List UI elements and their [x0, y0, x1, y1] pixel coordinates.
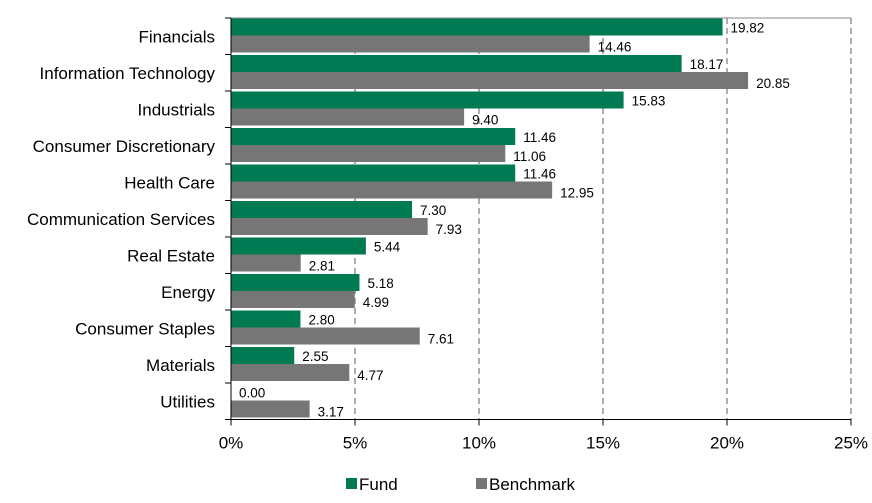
data-label-fund: 19.82: [731, 21, 765, 36]
data-label-benchmark: 14.46: [598, 40, 632, 55]
category-label: Materials: [146, 356, 215, 375]
bars: [231, 18, 749, 418]
data-label-fund: 0.00: [239, 386, 265, 401]
data-label-fund: 2.80: [308, 313, 334, 328]
bar-benchmark: [231, 364, 350, 381]
category-label: Industrials: [138, 100, 215, 119]
legend-item-benchmark: Benchmark: [476, 475, 575, 494]
bar-benchmark: [231, 108, 465, 126]
category-label: Real Estate: [127, 246, 215, 265]
data-label-fund: 18.17: [690, 57, 724, 72]
data-label-benchmark: 3.17: [318, 405, 344, 420]
data-label-benchmark: 4.77: [357, 368, 383, 383]
bar-fund: [231, 18, 723, 36]
data-label-benchmark: 4.99: [363, 295, 389, 310]
data-label-fund: 11.46: [523, 167, 556, 182]
legend-item-fund: Fund: [346, 475, 398, 494]
bar-fund: [231, 347, 295, 364]
data-label-benchmark: 7.93: [436, 222, 462, 237]
legend: Fund Benchmark: [346, 475, 575, 494]
bar-fund: [231, 91, 624, 109]
bar-benchmark: [231, 35, 590, 53]
category-label: Information Technology: [40, 64, 216, 83]
bar-benchmark: [231, 327, 420, 345]
x-tick-label: 15%: [586, 434, 620, 453]
data-label-benchmark: 11.06: [513, 149, 546, 164]
bar-fund: [231, 128, 516, 145]
bar-benchmark: [231, 254, 301, 272]
bar-benchmark: [231, 181, 553, 199]
category-label: Utilities: [160, 392, 215, 411]
data-label-fund: 5.44: [374, 240, 401, 255]
bar-fund: [231, 310, 301, 328]
category-label: Health Care: [124, 173, 215, 192]
bar-benchmark: [231, 400, 310, 418]
bar-fund: [231, 237, 366, 255]
data-label-fund: 5.18: [367, 276, 393, 291]
axes: 0% 5% 10% 15% 20% 25% Financials Information Te…: [27, 17, 868, 453]
bar-benchmark: [231, 72, 749, 89]
bar-benchmark: [231, 291, 355, 308]
bar-benchmark: [231, 218, 428, 235]
bar-benchmark: [231, 145, 506, 162]
gridlines: [231, 17, 852, 420]
data-label-benchmark: 2.81: [309, 259, 335, 274]
category-label: Financials: [138, 27, 215, 46]
x-tick-label: 10%: [462, 434, 496, 453]
legend-label: Benchmark: [489, 475, 575, 494]
category-label: Consumer Discretionary: [33, 137, 216, 156]
bar-fund: [231, 164, 516, 182]
data-label-fund: 11.46: [523, 130, 556, 145]
legend-swatch: [346, 478, 357, 489]
category-label: Communication Services: [27, 210, 215, 229]
x-tick-label: 25%: [834, 434, 868, 453]
legend-swatch: [476, 478, 487, 489]
bar-fund: [231, 55, 682, 72]
data-label-benchmark: 7.61: [428, 332, 454, 347]
data-label-benchmark: 12.95: [560, 186, 594, 201]
bar-fund: [231, 274, 360, 291]
data-label-benchmark: 20.85: [756, 76, 790, 91]
data-label-fund: 7.30: [420, 203, 446, 218]
data-labels: 19.82 14.46 18.17 20.85 15.83 9.40 11.46 11.06 1…: [239, 21, 790, 420]
legend-label: Fund: [359, 475, 398, 494]
category-label: Energy: [161, 283, 215, 302]
bar-fund: [231, 201, 413, 218]
data-label-fund: 15.83: [632, 94, 666, 109]
category-label: Consumer Staples: [75, 319, 215, 338]
x-tick-label: 5%: [343, 434, 368, 453]
data-label-benchmark: 9.40: [472, 113, 498, 128]
x-tick-label: 20%: [710, 434, 744, 453]
x-tick-label: 0%: [219, 434, 244, 453]
data-label-fund: 2.55: [302, 349, 328, 364]
